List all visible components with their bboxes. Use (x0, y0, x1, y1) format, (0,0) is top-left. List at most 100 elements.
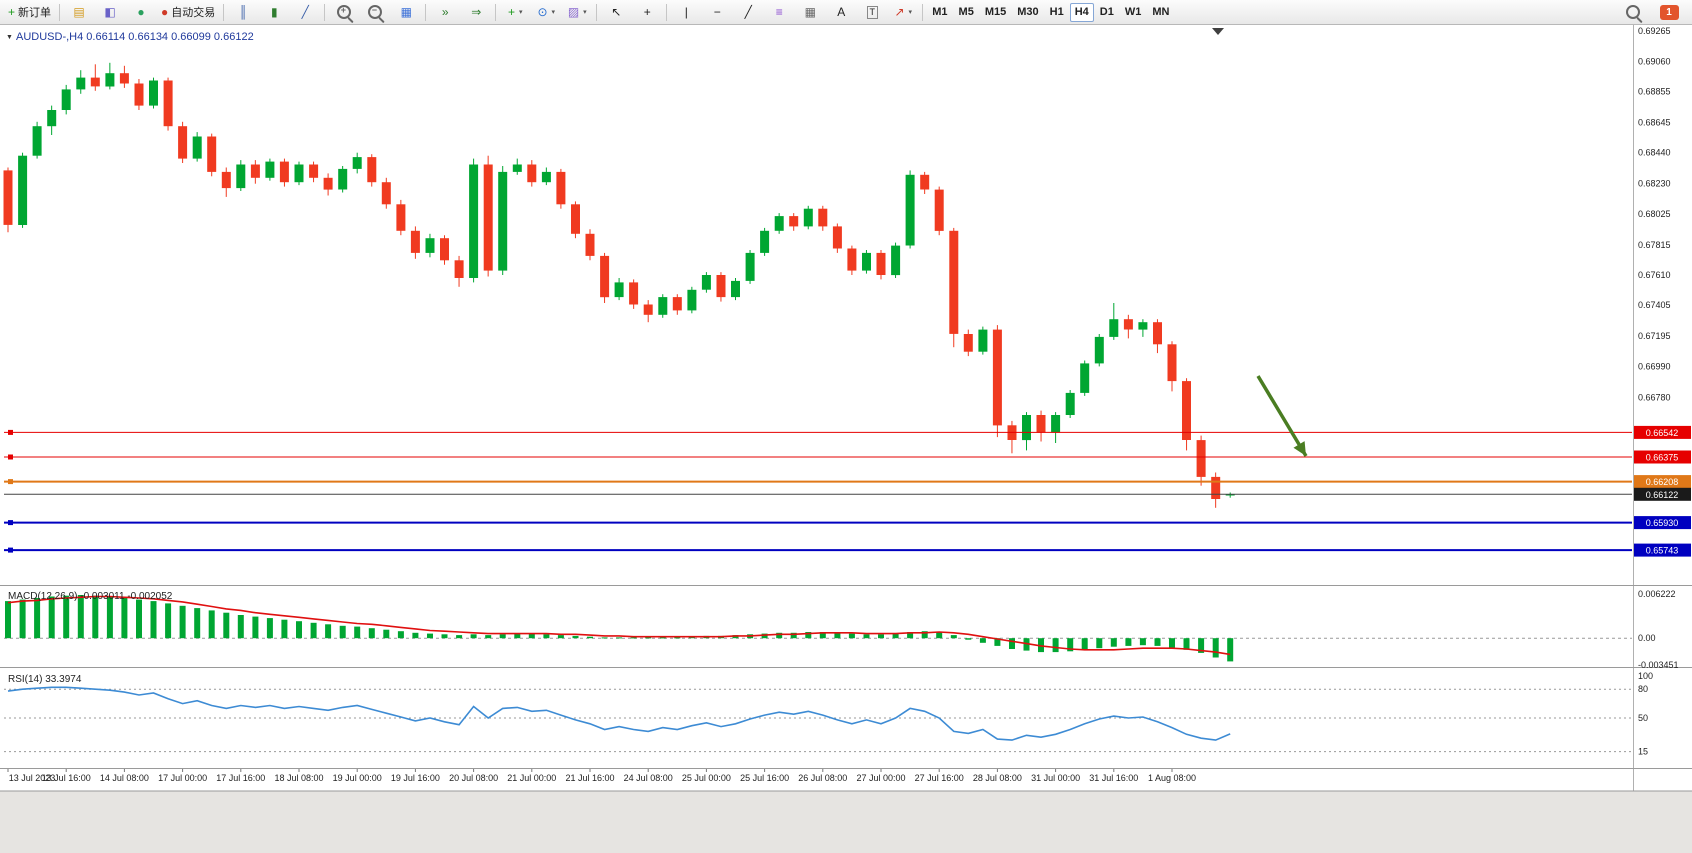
level-line-0.65743[interactable]: 0.65743 (4, 543, 1691, 557)
trendline-icon: ╱ (744, 5, 752, 19)
profiles-button[interactable]: ◧ (95, 1, 125, 24)
macd-bar (979, 638, 986, 643)
timeframe-w1[interactable]: W1 (1120, 3, 1147, 22)
new-chart-button[interactable]: ▤ (64, 1, 94, 24)
trendline-button[interactable]: ╱ (733, 1, 763, 24)
zoom-in-button[interactable] (329, 1, 359, 24)
symbol-dropdown-icon[interactable]: ▼ (6, 34, 13, 41)
timeframe-m1[interactable]: M1 (927, 3, 952, 22)
chart-shift-icon: ⇒ (471, 5, 482, 19)
arrow-annotation[interactable] (1256, 375, 1308, 457)
timeframe-m30[interactable]: M30 (1012, 3, 1043, 22)
level-line-0.66542[interactable]: 0.66542 (4, 425, 1691, 439)
templates-button[interactable]: ▨ ▾ (562, 1, 592, 24)
candle-body (221, 171, 231, 189)
horizontal-line-button[interactable]: − (702, 1, 732, 24)
candle-body (32, 126, 42, 156)
candlestick-chart-button[interactable]: ▮ (259, 1, 289, 24)
time-axis-label: 25 Jul 00:00 (682, 773, 731, 783)
arrows-button[interactable]: ↗ ▾ (888, 1, 918, 24)
price-axis-label: 0.67815 (1638, 240, 1671, 250)
time-axis-label: 27 Jul 00:00 (856, 773, 905, 783)
price-axis[interactable]: 0.69265 0.69060 0.68855 0.68645 0.68440 0.682… (1638, 26, 1671, 402)
candle-body (847, 248, 857, 271)
chevron-down-icon: ▾ (551, 9, 556, 16)
line-handle-icon[interactable] (8, 454, 13, 460)
macd-bar (1052, 638, 1059, 653)
periods-button[interactable]: ⊙ ▾ (531, 1, 561, 24)
timeframe-m5[interactable]: M5 (954, 3, 979, 22)
candle-body (1123, 319, 1133, 330)
fibonacci-button[interactable]: ≡ (764, 1, 794, 24)
timeframe-h4[interactable]: H4 (1069, 2, 1094, 22)
community-icon: ● (137, 5, 145, 19)
candle-body (745, 252, 755, 281)
line-handle-icon[interactable] (8, 429, 13, 435)
macd-bar (485, 635, 492, 639)
new-order-button[interactable]: + 新订单 (4, 1, 55, 24)
community-button[interactable]: ● (126, 1, 156, 24)
shapes-button[interactable]: ▦ (795, 1, 825, 24)
auto-scroll-button[interactable]: » (430, 1, 460, 24)
macd-bar (616, 637, 623, 639)
line-handle-icon[interactable] (8, 520, 13, 526)
time-axis-label: 19 Jul 00:00 (333, 773, 382, 783)
price-badge-label: 0.65930 (1646, 518, 1679, 528)
chart-shift-button[interactable]: ⇒ (461, 1, 491, 24)
bar-chart-button[interactable]: ║ (228, 1, 258, 24)
zoom-out-button[interactable] (360, 1, 390, 24)
crosshair-button[interactable]: + (632, 1, 662, 24)
candle-body (1167, 344, 1177, 382)
indicators-button[interactable]: + ▾ (500, 1, 530, 24)
toolbar-group: ▤ ◧ ● ● 自动交易 (64, 1, 219, 24)
rsi-axis-label: 100 (1638, 671, 1653, 681)
candle-body (672, 297, 682, 311)
line-handle-icon[interactable] (8, 479, 13, 485)
timeframe-mn[interactable]: MN (1147, 3, 1174, 22)
macd-bar (194, 608, 201, 639)
candle-body (803, 208, 813, 227)
label-button[interactable]: T (857, 1, 887, 24)
text-button[interactable]: A (826, 1, 856, 24)
line-chart-button[interactable]: ╱ (290, 1, 320, 24)
time-axis-label: 21 Jul 00:00 (507, 773, 556, 783)
price-badge (1634, 450, 1691, 464)
price-badge-label: 0.66208 (1646, 477, 1679, 487)
tile-windows-button[interactable]: ▦ (391, 1, 421, 24)
timeframe-h1[interactable]: H1 (1045, 3, 1069, 22)
candle-body (789, 216, 799, 227)
toolbar-separator (922, 3, 924, 21)
toolbar-separator (324, 3, 326, 21)
level-line-0.66208[interactable]: 0.66208 (4, 475, 1691, 489)
level-line-0.66375[interactable]: 0.66375 (4, 450, 1691, 464)
cursor-button[interactable]: ↖ (601, 1, 631, 24)
timeframe-m15[interactable]: M15 (980, 3, 1011, 22)
candle-body (1196, 440, 1206, 477)
chart-symbol-label: AUDUSD-,H4 0.66114 0.66134 0.66099 0.661… (16, 31, 254, 43)
level-line-0.65930[interactable]: 0.65930 (4, 516, 1691, 530)
toolbar-separator (425, 3, 427, 21)
auto-trading-button[interactable]: ● 自动交易 (157, 1, 219, 24)
macd-bar (1067, 638, 1074, 652)
candle-body (731, 280, 740, 298)
chart-shift-marker-icon[interactable] (1212, 28, 1224, 35)
candle-body (891, 245, 901, 276)
candle-body (687, 289, 697, 311)
vertical-line-button[interactable]: | (671, 1, 701, 24)
toolbar-separator (596, 3, 598, 21)
text-icon: A (837, 5, 846, 19)
line-handle-icon[interactable] (8, 547, 13, 553)
search-button[interactable] (1618, 1, 1648, 24)
macd-bar (179, 605, 186, 639)
macd-bar (470, 634, 477, 639)
macd-bar (354, 626, 361, 639)
candle-body (614, 282, 624, 298)
macd-bar (907, 632, 914, 639)
time-axis-label: 18 Jul 08:00 (274, 773, 323, 783)
candlestick-chart-icon: ▮ (270, 5, 278, 19)
notifications-button[interactable]: 1 (1654, 1, 1684, 24)
timeframe-d1[interactable]: D1 (1095, 3, 1119, 22)
shapes-icon: ▦ (804, 5, 816, 19)
